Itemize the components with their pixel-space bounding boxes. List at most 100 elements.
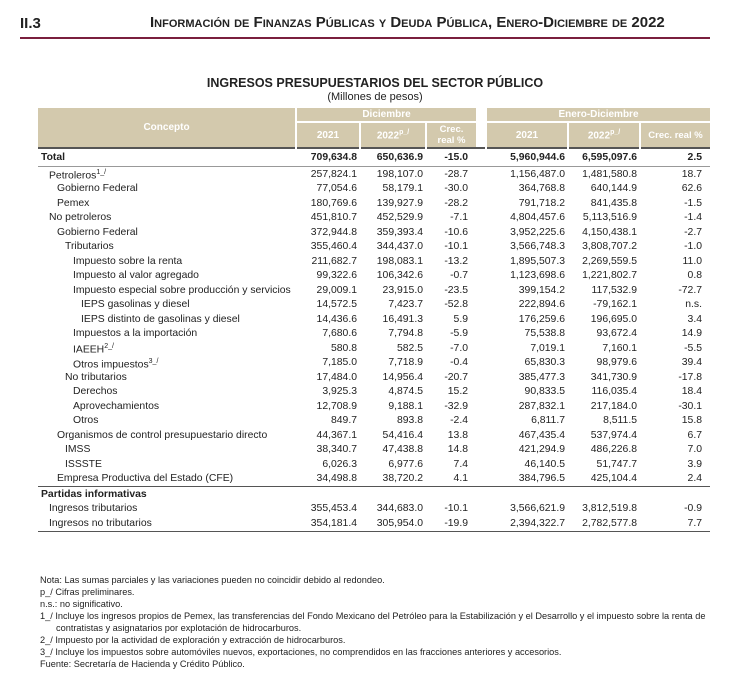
gap bbox=[476, 166, 486, 182]
footnotes: Nota: Las sumas parciales y las variacio… bbox=[40, 574, 720, 670]
value: 75,538.8 bbox=[524, 328, 565, 340]
value: 3,952,225.6 bbox=[510, 226, 565, 238]
table-row: IMSS 38,340.7 47,438.8 14.8 421,294.9 486,226… bbox=[38, 442, 710, 457]
value: 106,342.6 bbox=[376, 270, 423, 282]
row-label: No tributarios bbox=[65, 371, 127, 383]
growth-header: Crec. real % bbox=[425, 122, 476, 148]
value: 4,804,457.6 bbox=[510, 212, 565, 224]
value: 399,154.2 bbox=[518, 284, 565, 296]
value: 4,874.5 bbox=[388, 386, 423, 398]
value: 62.6 bbox=[681, 183, 702, 195]
section-number: II.3 bbox=[20, 15, 41, 32]
year: 2021 bbox=[515, 129, 539, 141]
table-row: Partidas informativas bbox=[38, 486, 710, 502]
group-header: Diciembre bbox=[295, 108, 476, 123]
gap bbox=[476, 268, 486, 283]
header-rule bbox=[20, 37, 710, 39]
value: 344,437.0 bbox=[376, 241, 423, 253]
value: -13.2 bbox=[444, 255, 468, 267]
value: -0.7 bbox=[450, 270, 468, 282]
value: 354,181.4 bbox=[296, 516, 360, 532]
value: 139,927.9 bbox=[376, 197, 423, 209]
value: -1.5 bbox=[684, 197, 702, 209]
footnote: 3_/ Incluye los impuestos sobre automóvi… bbox=[40, 647, 562, 657]
value: -19.9 bbox=[426, 516, 476, 532]
table-row: Petroleros1_/ 257,824.1 198,107.0 -28.7 1,15… bbox=[38, 166, 710, 182]
value: 14,572.5 bbox=[316, 299, 357, 311]
value: 849.7 bbox=[330, 415, 357, 427]
growth-header: Crec. real % bbox=[639, 122, 710, 148]
table-row: Organismos de control presupuestario dir… bbox=[38, 428, 710, 443]
gap bbox=[476, 239, 486, 254]
value: -17.8 bbox=[678, 371, 702, 383]
value: 9,188.1 bbox=[388, 400, 423, 412]
value: 117,532.9 bbox=[591, 284, 637, 296]
value: 709,634.8 bbox=[296, 147, 360, 167]
value: -79,162.1 bbox=[593, 299, 637, 311]
value: -20.7 bbox=[444, 371, 468, 383]
value: 650,636.9 bbox=[360, 147, 426, 167]
gap bbox=[476, 341, 486, 356]
value: 2,782,577.8 bbox=[568, 516, 640, 532]
gap bbox=[476, 283, 486, 298]
value: 58,179.1 bbox=[382, 183, 423, 195]
value: -15.0 bbox=[426, 147, 476, 167]
year-header: 2022p_/ bbox=[567, 122, 640, 148]
note-mark: 1_/ bbox=[96, 169, 107, 177]
table-row: Empresa Productiva del Estado (CFE) 34,49… bbox=[38, 471, 710, 487]
value: 3.4 bbox=[687, 313, 702, 325]
value: 5.9 bbox=[453, 313, 468, 325]
value: 7,160.1 bbox=[602, 342, 637, 354]
value: 2,269,559.5 bbox=[582, 255, 637, 267]
value: 384,796.5 bbox=[518, 473, 565, 485]
note-mark: 3_/ bbox=[148, 357, 159, 365]
row-label-cell: No tributarios bbox=[38, 370, 296, 385]
table-row: Aprovechamientos 12,708.9 9,188.1 -32.9 287,… bbox=[38, 399, 710, 414]
row-label-cell: Impuesto sobre la renta bbox=[38, 254, 296, 269]
row-label: No petroleros bbox=[49, 212, 112, 224]
footnote: Nota: Las sumas parciales y las variacio… bbox=[40, 575, 385, 585]
value: 211,682.7 bbox=[311, 255, 357, 267]
value: 65,830.3 bbox=[524, 357, 565, 369]
gap bbox=[476, 516, 486, 532]
row-label: Impuesto al valor agregado bbox=[73, 270, 199, 282]
table-row: Total 709,634.8 650,636.9 -15.0 5,960,944.6 6… bbox=[38, 147, 710, 167]
value: 7.7 bbox=[640, 516, 710, 532]
gap bbox=[476, 312, 486, 327]
value: 3.9 bbox=[687, 458, 702, 470]
table-row: Impuesto al valor agregado 99,322.6 106,34… bbox=[38, 268, 710, 283]
gap bbox=[476, 471, 486, 487]
gap bbox=[476, 442, 486, 457]
table-row: Ingresos tributarios 355,453.4 344,683.0 -1… bbox=[38, 501, 710, 516]
row-label-cell: Derechos bbox=[38, 385, 296, 400]
row-label-cell: Tributarios bbox=[38, 240, 296, 255]
value: 46,140.5 bbox=[524, 458, 565, 470]
value: 15.2 bbox=[447, 386, 468, 398]
table-row: Derechos 3,925.3 4,874.5 15.2 90,833.5 116,03… bbox=[38, 384, 710, 400]
value: 2.5 bbox=[640, 147, 710, 167]
value: 305,954.0 bbox=[360, 516, 426, 532]
value: 1,156,487.0 bbox=[510, 168, 565, 180]
value: 5,960,944.6 bbox=[486, 147, 568, 167]
value: -5.9 bbox=[450, 328, 468, 340]
gap bbox=[476, 147, 486, 167]
value: 99,322.6 bbox=[316, 270, 357, 282]
table-row: Impuesto especial sobre producción y ser… bbox=[38, 283, 710, 298]
value: 582.5 bbox=[396, 342, 423, 354]
row-label-cell: Pemex bbox=[38, 196, 296, 211]
column-header: Concepto bbox=[38, 108, 296, 148]
table-row: No tributarios 17,484.0 14,956.4 -20.7 385,4… bbox=[38, 370, 710, 385]
value: 385,477.3 bbox=[518, 371, 565, 383]
row-label: IEPS gasolinas y diesel bbox=[81, 299, 190, 311]
value: 34,498.8 bbox=[316, 473, 357, 485]
value: 421,294.9 bbox=[518, 444, 565, 456]
row-label-cell: Ingresos no tributarios bbox=[38, 516, 296, 532]
value: 14.8 bbox=[447, 444, 468, 456]
value: 640,144.9 bbox=[590, 183, 637, 195]
value: 6.7 bbox=[687, 429, 702, 441]
value: -10.6 bbox=[444, 226, 468, 238]
value: 18.7 bbox=[681, 168, 702, 180]
row-label-cell: Total bbox=[38, 147, 296, 167]
value: 38,720.2 bbox=[382, 473, 423, 485]
value: 217,184.0 bbox=[590, 400, 637, 412]
